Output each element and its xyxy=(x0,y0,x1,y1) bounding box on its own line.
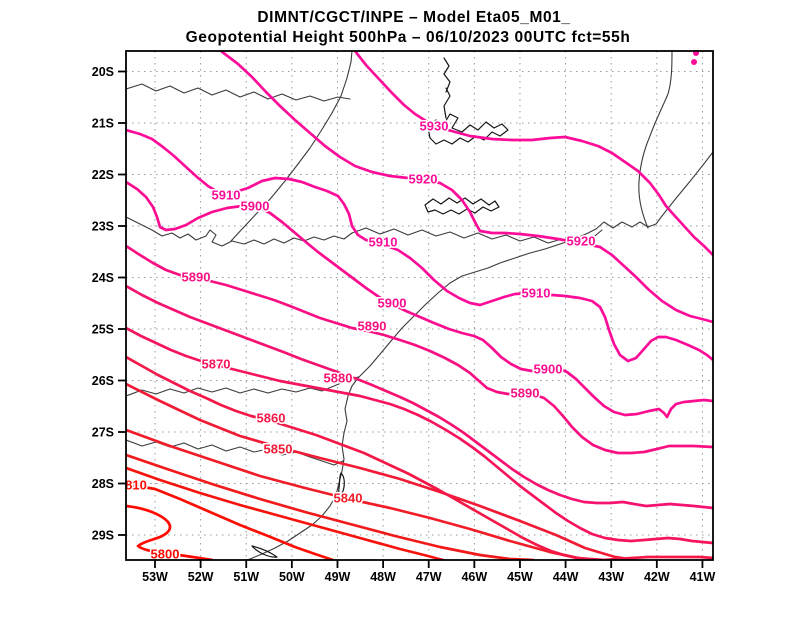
lagoon-coastal xyxy=(251,545,278,558)
lon-tick-label: 50W xyxy=(279,570,305,584)
lon-tick-label: 48W xyxy=(370,570,396,584)
chart-title-line2: Geopotential Height 500hPa – 06/10/2023 … xyxy=(186,29,631,46)
lon-tick-label: 51W xyxy=(233,570,259,584)
contour-label-5910: 5910 xyxy=(522,286,551,301)
contour-label-5840: 5840 xyxy=(334,491,363,506)
lat-tick-label: 22S xyxy=(92,168,114,182)
contour-line-5850 xyxy=(126,382,637,560)
contour-label-5810: 810 xyxy=(125,478,147,493)
lon-tick-label: 52W xyxy=(188,570,214,584)
contour-label-5920: 5920 xyxy=(567,234,596,249)
contour-label-5850: 5850 xyxy=(264,442,293,457)
lon-tick-label: 42W xyxy=(644,570,670,584)
lon-tick-label: 46W xyxy=(461,570,487,584)
contour-label-5920: 5920 xyxy=(409,172,438,187)
lat-tick-label: 25S xyxy=(92,323,114,337)
island-coastal xyxy=(338,472,345,495)
lat-tick-label: 27S xyxy=(92,426,114,440)
state-border-sc-rs xyxy=(126,439,344,466)
contour-label-5910: 5910 xyxy=(369,235,398,250)
lat-tick-label: 23S xyxy=(92,220,114,234)
lat-tick-label: 21S xyxy=(92,117,114,131)
high-center-dot xyxy=(691,59,697,65)
contour-labels-layer: 5930592059205910591059105900590059005890… xyxy=(124,117,597,563)
lon-tick-label: 43W xyxy=(598,570,624,584)
contour-line-5870 xyxy=(126,326,713,545)
contour-label-5890: 5890 xyxy=(182,270,211,285)
contour-label-5860: 5860 xyxy=(257,411,286,426)
lon-tick-label: 49W xyxy=(325,570,351,584)
river-grande xyxy=(126,83,351,102)
contour-label-5900: 5900 xyxy=(241,199,270,214)
lake-south-reservoir xyxy=(424,197,500,215)
contour-line-5860 xyxy=(126,355,713,560)
lat-tick-label: 20S xyxy=(92,65,114,79)
contour-label-5880: 5880 xyxy=(324,371,353,386)
contour-line-5920 xyxy=(219,51,713,324)
contour-lines-layer xyxy=(126,51,713,560)
lon-tick-label: 41W xyxy=(690,570,716,584)
river-doce xyxy=(638,51,673,229)
contour-label-5890: 5890 xyxy=(358,319,387,334)
contour-line-5890 xyxy=(126,244,713,455)
river-parana xyxy=(126,216,353,247)
axis-layer: 20S 21S 22S 23S 24S 25S 26S 27S 28S 29S 53W 52W 51W 5… xyxy=(92,65,716,584)
lon-tick-label: 53W xyxy=(142,570,168,584)
contour-line-5820 xyxy=(126,466,445,560)
lon-tick-label: 47W xyxy=(416,570,442,584)
lat-tick-label: 26S xyxy=(92,374,114,388)
contour-line-5810 xyxy=(126,482,335,560)
contour-label-5930: 5930 xyxy=(420,119,449,134)
contour-label-5870: 5870 xyxy=(202,357,231,372)
contour-label-5800: 5800 xyxy=(151,547,180,562)
lat-tick-label: 28S xyxy=(92,477,114,491)
lat-tick-label: 24S xyxy=(92,271,114,285)
lake-reservoir xyxy=(427,113,509,145)
lake-north xyxy=(443,57,451,93)
contour-line-5930 xyxy=(353,51,713,257)
contour-label-5910: 5910 xyxy=(212,188,241,203)
plot-frame xyxy=(125,50,714,561)
lon-tick-label: 45W xyxy=(507,570,533,584)
contour-dots-layer xyxy=(691,50,699,65)
contour-line-5880 xyxy=(126,284,713,510)
contour-label-5900: 5900 xyxy=(378,296,407,311)
contour-label-5900: 5900 xyxy=(534,362,563,377)
lat-tick-label: 29S xyxy=(92,529,114,543)
state-border-mg-sp xyxy=(230,51,353,242)
contour-line-5900 xyxy=(126,180,713,419)
contour-label-5890: 5890 xyxy=(511,386,540,401)
contour-line-5910 xyxy=(126,128,713,363)
lake-arm xyxy=(443,87,451,119)
contour-line-5830 xyxy=(126,453,535,560)
contour-line-5800 xyxy=(126,504,214,560)
chart-title-line1: DIMNT/CGCT/INPE – Model Eta05_M01_ xyxy=(257,9,570,26)
lon-tick-label: 44W xyxy=(553,570,579,584)
